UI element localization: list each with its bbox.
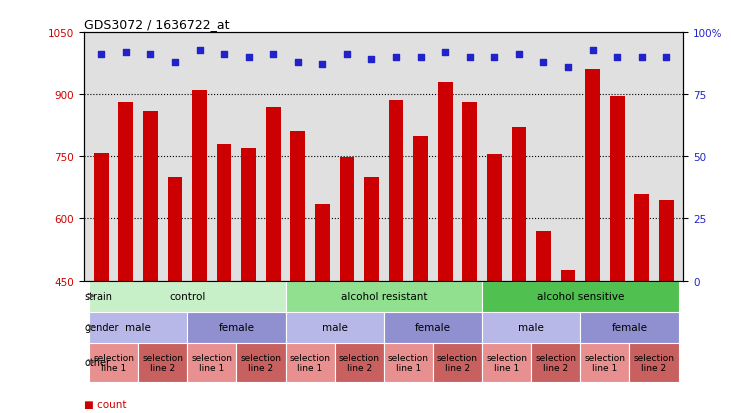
Text: alcohol resistant: alcohol resistant (341, 291, 427, 301)
Text: GDS3072 / 1636722_at: GDS3072 / 1636722_at (84, 17, 230, 31)
Point (488, 55, 500, 61)
Bar (290, 132, 305, 281)
Bar (487, 155, 501, 281)
Bar (286, 343, 335, 382)
Bar (384, 312, 482, 343)
Bar (216, 145, 232, 281)
Text: gender: gender (85, 322, 119, 332)
Text: selection
line 1: selection line 1 (289, 353, 330, 372)
Bar (482, 281, 678, 312)
Bar (89, 343, 138, 382)
Text: male: male (518, 322, 544, 332)
Bar (433, 343, 482, 382)
Bar (286, 281, 482, 312)
Text: female: female (611, 322, 648, 332)
Text: selection
line 1: selection line 1 (388, 353, 429, 372)
Point (341, 52, 353, 59)
Bar (241, 149, 256, 281)
Text: ■ count: ■ count (84, 399, 126, 408)
Point (587, 47, 599, 54)
Text: male: male (322, 322, 347, 332)
Point (120, 50, 132, 56)
Bar (413, 136, 428, 281)
Bar (340, 158, 355, 281)
Point (366, 57, 377, 64)
Bar (482, 312, 580, 343)
Bar (531, 343, 580, 382)
Point (390, 55, 402, 61)
Point (611, 55, 623, 61)
Bar (143, 112, 158, 281)
Point (96, 52, 107, 59)
Bar (364, 178, 379, 281)
Text: selection
line 1: selection line 1 (584, 353, 626, 372)
Bar (580, 343, 629, 382)
Text: selection
line 2: selection line 2 (437, 353, 478, 372)
Bar (384, 343, 433, 382)
Point (169, 59, 181, 66)
Bar (482, 343, 531, 382)
Text: alcohol sensitive: alcohol sensitive (537, 291, 624, 301)
Bar (266, 107, 281, 281)
Point (219, 52, 230, 59)
Bar (94, 154, 109, 281)
Point (292, 59, 303, 66)
Text: female: female (415, 322, 451, 332)
Bar (286, 312, 384, 343)
Text: strain: strain (85, 291, 113, 301)
Text: selection
line 1: selection line 1 (93, 353, 134, 372)
Bar (659, 200, 674, 281)
Bar (438, 83, 452, 281)
Point (145, 52, 156, 59)
Point (660, 55, 672, 61)
Bar (610, 97, 624, 281)
Bar (561, 271, 575, 281)
Point (268, 52, 279, 59)
Point (513, 52, 525, 59)
Bar (512, 128, 526, 281)
Text: selection
line 1: selection line 1 (486, 353, 527, 372)
Text: selection
line 2: selection line 2 (142, 353, 183, 372)
Bar (192, 91, 207, 281)
Bar (389, 101, 404, 281)
Bar (586, 70, 600, 281)
Bar (335, 343, 384, 382)
Point (562, 64, 574, 71)
Bar (187, 312, 286, 343)
Bar (580, 312, 678, 343)
Text: male: male (125, 322, 151, 332)
Bar (236, 343, 286, 382)
Text: selection
line 2: selection line 2 (535, 353, 576, 372)
Point (243, 55, 254, 61)
Point (317, 62, 328, 69)
Text: selection
line 1: selection line 1 (192, 353, 232, 372)
Bar (118, 103, 133, 281)
Point (464, 55, 476, 61)
Point (414, 55, 426, 61)
Bar (138, 343, 187, 382)
Point (537, 59, 549, 66)
Bar (536, 231, 551, 281)
Point (194, 47, 205, 54)
Point (439, 50, 451, 56)
Bar (187, 343, 236, 382)
Text: other: other (85, 357, 110, 368)
Text: female: female (219, 322, 254, 332)
Text: selection
line 2: selection line 2 (634, 353, 675, 372)
Text: selection
line 2: selection line 2 (338, 353, 379, 372)
Bar (635, 194, 649, 281)
Bar (463, 103, 477, 281)
Point (636, 55, 648, 61)
Bar (89, 312, 187, 343)
Bar (629, 343, 678, 382)
Text: selection
line 2: selection line 2 (240, 353, 281, 372)
Bar (167, 178, 182, 281)
Bar (89, 281, 286, 312)
Text: control: control (169, 291, 205, 301)
Bar (315, 204, 330, 281)
